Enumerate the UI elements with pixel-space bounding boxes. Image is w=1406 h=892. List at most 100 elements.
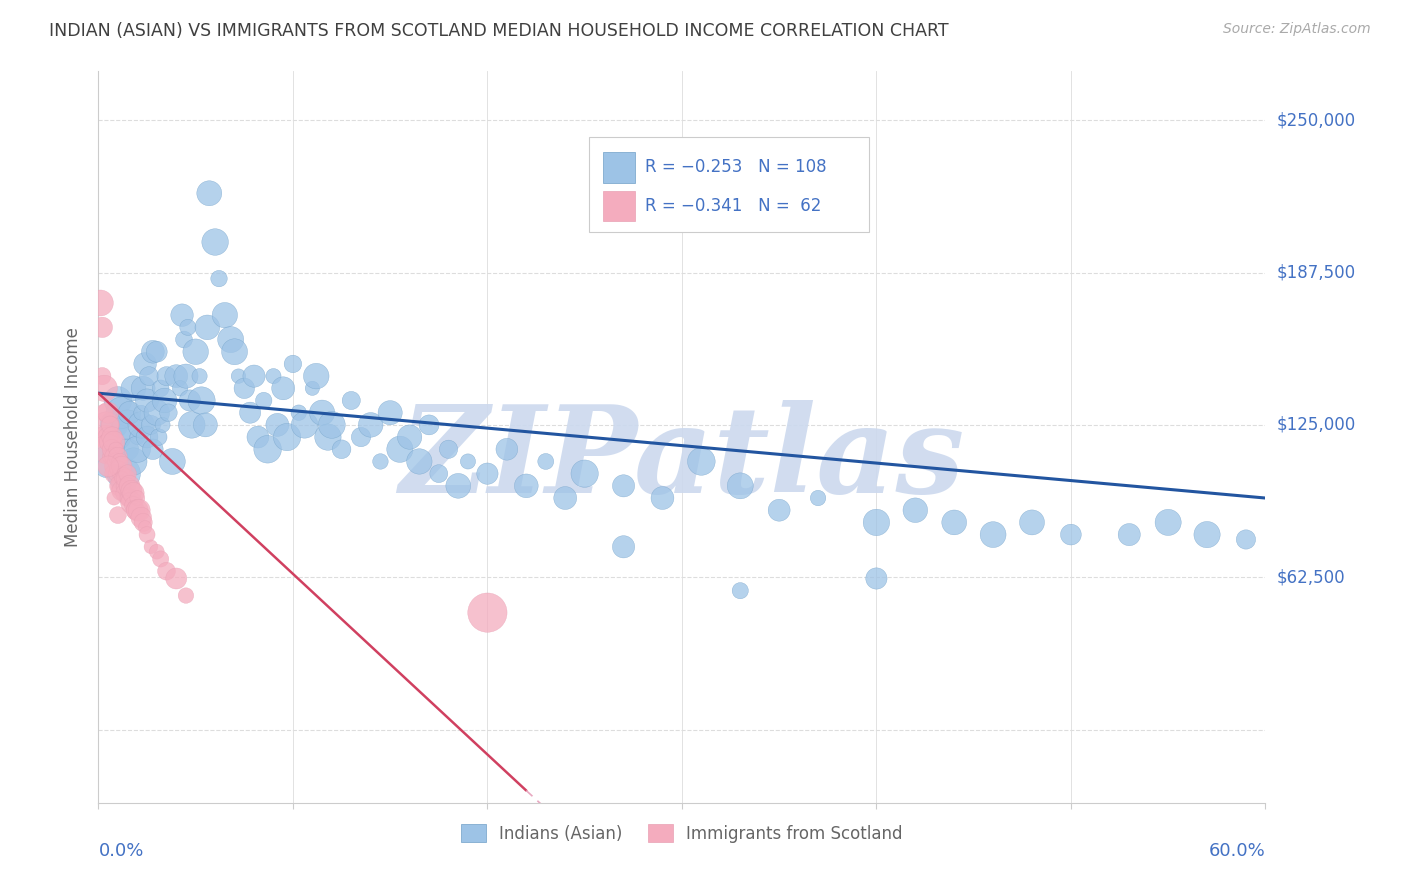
Point (554, 491, 576, 505)
Point (177, 320, 200, 334)
Point (107, 479, 129, 493)
Point (496, 442, 519, 457)
Point (111, 471, 134, 485)
Point (118, 479, 141, 493)
Point (174, 589, 197, 603)
Bar (603, 191, 636, 221)
Point (253, 393, 276, 408)
Point (350, 430, 373, 444)
Text: ZIPatlas: ZIPatlas (399, 400, 965, 518)
Point (91, 369, 114, 384)
Point (174, 369, 197, 384)
Point (124, 503, 146, 517)
Text: INDIAN (ASIAN) VS IMMIGRANTS FROM SCOTLAND MEDIAN HOUSEHOLD INCOME CORRELATION C: INDIAN (ASIAN) VS IMMIGRANTS FROM SCOTLA… (49, 22, 949, 40)
Point (807, 491, 830, 505)
Point (427, 467, 450, 481)
Text: $187,500: $187,500 (1277, 263, 1355, 282)
Point (651, 491, 673, 505)
Point (243, 369, 266, 384)
Point (768, 503, 790, 517)
Point (194, 417, 217, 432)
Point (418, 417, 440, 432)
Point (107, 462, 129, 476)
Point (127, 430, 149, 444)
Point (256, 442, 278, 457)
Point (111, 459, 134, 474)
Point (152, 417, 174, 432)
Point (129, 406, 152, 420)
Point (305, 369, 328, 384)
Point (108, 479, 131, 493)
Point (380, 406, 402, 420)
Point (132, 516, 155, 530)
Point (104, 442, 127, 457)
Point (219, 333, 242, 347)
Point (233, 381, 256, 395)
Point (613, 479, 636, 493)
Point (118, 491, 141, 505)
Text: 60.0%: 60.0% (1209, 842, 1265, 860)
Point (132, 381, 155, 395)
Point (108, 467, 131, 481)
Point (574, 467, 596, 481)
Point (321, 417, 343, 432)
Point (107, 450, 129, 464)
Point (128, 503, 150, 517)
Point (114, 486, 136, 500)
Point (169, 381, 191, 395)
Point (121, 496, 143, 510)
Point (112, 467, 135, 481)
Point (146, 344, 169, 359)
Point (262, 369, 284, 384)
Point (101, 459, 124, 474)
Point (121, 483, 143, 498)
Point (108, 454, 131, 468)
Point (127, 491, 149, 505)
Point (865, 516, 887, 530)
Point (89, 296, 111, 310)
Point (477, 606, 499, 620)
Point (103, 417, 125, 432)
Point (515, 479, 537, 493)
Point (184, 344, 207, 359)
Point (865, 572, 887, 586)
Point (122, 381, 145, 395)
Point (165, 369, 187, 384)
Point (477, 467, 499, 481)
Point (98, 434, 121, 449)
Point (198, 186, 221, 201)
Point (190, 393, 212, 408)
Point (246, 430, 269, 444)
Point (170, 308, 193, 322)
Point (204, 235, 226, 249)
Point (117, 417, 139, 432)
Point (112, 479, 135, 493)
Point (97, 406, 120, 420)
Point (149, 381, 172, 395)
Point (1157, 516, 1180, 530)
Point (129, 417, 152, 432)
Point (122, 499, 145, 513)
Point (122, 454, 145, 468)
Point (98, 417, 121, 432)
Point (107, 430, 129, 444)
Text: $250,000: $250,000 (1277, 112, 1355, 129)
Point (316, 430, 339, 444)
Point (613, 540, 636, 554)
Point (447, 479, 470, 493)
Point (122, 486, 145, 500)
Point (97, 459, 120, 474)
Point (730, 479, 752, 493)
Point (136, 527, 159, 541)
Point (103, 491, 125, 505)
Point (112, 467, 135, 481)
Point (1195, 527, 1218, 541)
Point (97, 454, 120, 468)
Point (107, 508, 129, 522)
Point (730, 583, 752, 598)
Point (148, 430, 170, 444)
Point (534, 454, 557, 468)
Point (224, 344, 246, 359)
Point (457, 454, 479, 468)
Point (188, 369, 211, 384)
